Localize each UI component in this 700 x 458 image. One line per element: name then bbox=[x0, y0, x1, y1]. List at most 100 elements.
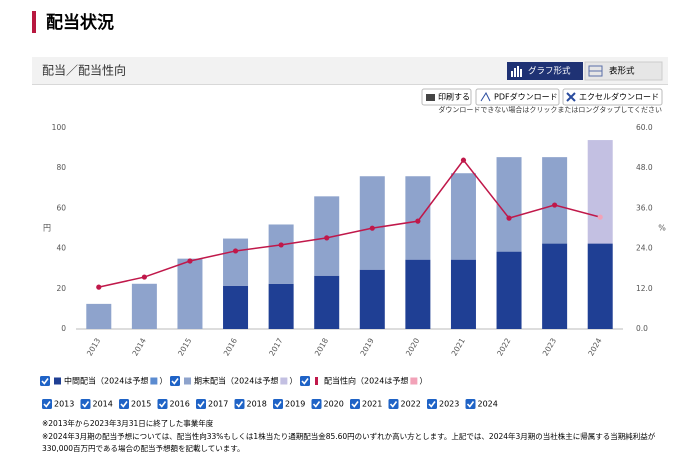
ratio-point bbox=[232, 248, 239, 254]
checkbox[interactable] bbox=[465, 399, 476, 409]
y-tick-label: 40 bbox=[56, 244, 66, 253]
legend-swatch bbox=[184, 377, 191, 385]
legend-note-end: ） bbox=[159, 377, 167, 386]
checkmark bbox=[428, 401, 436, 408]
x-tick-label: 2013 bbox=[85, 336, 102, 357]
checkbox[interactable] bbox=[170, 376, 180, 386]
y2-tick-label: 48.0 bbox=[636, 163, 653, 172]
year-filter-label: 2015 bbox=[131, 400, 151, 409]
bar bbox=[314, 275, 340, 329]
year-filter-label: 2013 bbox=[54, 400, 74, 409]
checkmark bbox=[171, 378, 179, 385]
bar bbox=[542, 157, 568, 244]
year-filter-label: 2014 bbox=[93, 400, 113, 409]
footnote: 330,000百万円である場合の配当予想額を記載しています。 bbox=[42, 443, 244, 453]
page-title: 配当状況 bbox=[46, 12, 114, 33]
y-tick-label: 80 bbox=[56, 163, 66, 172]
checkbox[interactable] bbox=[350, 399, 360, 409]
year-filter-label: 2023 bbox=[439, 400, 459, 409]
checkmark bbox=[312, 401, 321, 408]
checkmark bbox=[81, 401, 90, 408]
bar bbox=[223, 238, 249, 286]
year-filter-label: 2024 bbox=[478, 400, 498, 409]
x-tick-label: 2018 bbox=[313, 336, 330, 357]
checkbox[interactable] bbox=[42, 399, 52, 409]
y2-tick-label: 0.0 bbox=[636, 324, 648, 333]
legend-note-end: ） bbox=[289, 377, 297, 386]
legend-label: 中間配当 bbox=[64, 376, 96, 386]
legend-note: （2024は予想 bbox=[356, 376, 408, 386]
legend-label: 配当性向 bbox=[324, 376, 356, 386]
section-title: 配当／配当性向 bbox=[42, 63, 126, 78]
legend-note: （2024は予想 bbox=[96, 376, 148, 386]
checkmark bbox=[301, 378, 309, 385]
title-accent bbox=[32, 11, 36, 33]
ratio-point bbox=[415, 218, 421, 224]
bar bbox=[542, 243, 568, 329]
checkbox[interactable] bbox=[427, 399, 437, 409]
legend-swatch bbox=[54, 377, 61, 385]
checkbox[interactable] bbox=[119, 399, 129, 409]
year-filter-label: 2016 bbox=[170, 400, 190, 409]
year-filter-label: 2017 bbox=[208, 400, 228, 409]
checkbox[interactable] bbox=[273, 399, 283, 409]
checkbox[interactable] bbox=[311, 399, 322, 409]
ratio-point bbox=[552, 202, 558, 208]
y2-tick-label: 12.0 bbox=[636, 284, 653, 293]
year-filter-label: 2018 bbox=[247, 400, 267, 409]
bar bbox=[450, 259, 476, 329]
excel-button[interactable]: エクセルダウンロード bbox=[562, 88, 663, 106]
x-tick-label: 2020 bbox=[404, 336, 421, 357]
checkbox[interactable] bbox=[234, 399, 245, 409]
table-button[interactable]: 表形式 bbox=[584, 61, 663, 81]
y2-tick-label: 36.0 bbox=[636, 203, 653, 212]
checkbox[interactable] bbox=[157, 399, 168, 409]
legend-note-end: ） bbox=[419, 377, 427, 386]
x-tick-label: 2024 bbox=[586, 336, 603, 357]
checkmark bbox=[43, 401, 51, 408]
forecast-swatch bbox=[410, 377, 418, 385]
pdf-button[interactable]: PDFダウンロード bbox=[475, 88, 560, 106]
year-filter-label: 2020 bbox=[324, 400, 344, 409]
checkmark bbox=[351, 401, 359, 408]
y-tick-label: 20 bbox=[56, 284, 66, 293]
y2-tick-label: 60.0 bbox=[636, 123, 653, 132]
y-tick-label: 60 bbox=[56, 203, 66, 212]
chart: 0 20 40 60 80 100 0.0 12.0 24.0 36.0 48.0 60.0 円 % 201… bbox=[40, 123, 666, 409]
x-tick-label: 2023 bbox=[541, 336, 558, 357]
bar bbox=[405, 259, 431, 329]
bar bbox=[359, 176, 385, 270]
bar bbox=[587, 243, 613, 329]
x-tick-label: 2014 bbox=[130, 336, 147, 357]
checkbox[interactable] bbox=[388, 399, 399, 409]
download-note: ダウンロードできない場合はクリックまたはロングタップしてください bbox=[438, 105, 662, 114]
legend-label: 期末配当 bbox=[194, 376, 226, 386]
x-tick-label: 2015 bbox=[176, 336, 193, 357]
bar bbox=[268, 283, 294, 329]
checkmark bbox=[235, 401, 244, 408]
y-tick-label: 100 bbox=[52, 123, 67, 132]
button-label: エクセルダウンロード bbox=[579, 92, 659, 102]
y2-axis-label: % bbox=[658, 224, 666, 233]
graph-button[interactable]: グラフ形式 bbox=[507, 62, 583, 80]
button-label: グラフ形式 bbox=[528, 66, 571, 77]
checkbox[interactable] bbox=[300, 376, 310, 386]
legend-swatch bbox=[315, 377, 318, 385]
section-rule bbox=[32, 84, 668, 85]
checkbox[interactable] bbox=[196, 399, 206, 409]
checkbox[interactable] bbox=[80, 399, 91, 409]
footnote: ※2024年3月期の配当予想については、配当性向33%もしくは1株当たり通期配当… bbox=[42, 431, 656, 441]
checkbox[interactable] bbox=[40, 376, 50, 386]
ratio-point bbox=[369, 225, 375, 231]
ratio-point bbox=[597, 214, 603, 220]
bar bbox=[131, 283, 157, 329]
x-tick-label: 2017 bbox=[267, 336, 284, 357]
print-button[interactable]: 印刷する bbox=[421, 88, 472, 106]
bar bbox=[587, 140, 613, 244]
bar bbox=[86, 303, 112, 329]
x-tick-label: 2021 bbox=[450, 336, 467, 357]
bar bbox=[450, 173, 476, 260]
ratio-point bbox=[96, 284, 102, 290]
